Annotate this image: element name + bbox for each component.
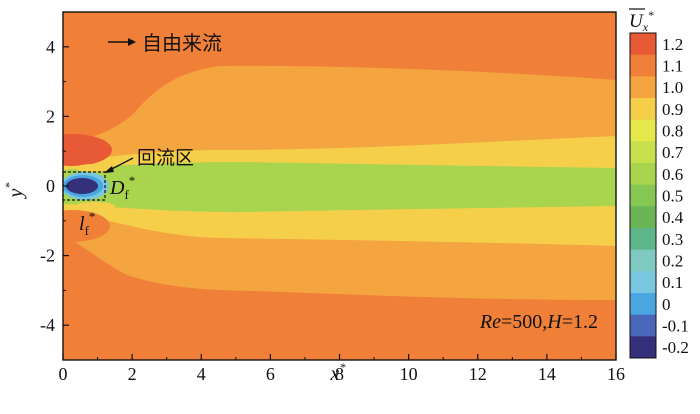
recirculation-annotation: 回流区 [104,147,194,173]
colorbar-cell [630,314,656,337]
colorbar-cell [630,228,656,251]
colorbar-label: -0.1 [662,317,689,336]
x-axis-label: x* [330,360,346,385]
colorbar-cell [630,76,656,99]
colorbar-label: 0.8 [662,122,683,141]
x-tick-label: 10 [400,364,418,384]
colorbar-cell [630,293,656,316]
colorbar-cell [630,184,656,207]
colorbar: Ux* 1.2 1.1 1.0 0.9 0.8 0.7 0.6 0.5 0.4 0.3 0.2 0.1… [629,8,689,359]
x-tick-label: 2 [128,364,137,384]
x-tick-label: 6 [266,364,275,384]
x-tick-label: 8 [335,364,344,384]
shear-layer-bottom [75,202,115,210]
colorbar-cell [630,33,656,56]
width-label: Df* [109,173,135,202]
free-stream-annotation: 自由来流 [108,31,222,55]
colorbar-label: 0 [662,295,671,314]
free-stream-label: 自由来流 [142,31,222,55]
colorbar-label: 1.0 [662,78,683,97]
colorbar-cell [630,54,656,77]
x-tick-label: 14 [538,364,556,384]
overshoot-bottom-region [63,210,110,242]
colorbar-label: 0.4 [662,208,684,227]
colorbar-cell [630,163,656,186]
free-stream-arrowhead-icon [128,38,136,46]
recirculation-label: 回流区 [137,147,194,169]
colorbar-label: 0.2 [662,252,683,271]
colorbar-title: Ux* [629,8,654,34]
colorbar-label: 0.1 [662,273,683,292]
recirculation-pointer-head-icon [104,166,114,173]
y-tick-label: 2 [46,106,55,126]
colorbar-cell [630,119,656,142]
parameters-label: Re=500,H=1.2 [479,311,598,333]
colorbar-cell [630,271,656,294]
x-axis-ticks: 0 2 4 6 8 10 12 14 16 [59,354,625,384]
colorbar-label: 0.9 [662,100,683,119]
colorbar-frame [629,32,657,359]
y-axis-ticks: -4 -2 0 2 4 [40,11,69,335]
x-tick-label: 12 [469,364,487,384]
wake-center-region [200,181,390,192]
x-tick-label: 16 [607,364,625,384]
length-label: lf* [79,209,95,238]
colorbar-cell [630,249,656,272]
y-tick-label: 4 [46,37,55,57]
y-axis-label: y* [2,183,27,200]
colorbar-cell [630,141,656,164]
colorbar-label: 1.1 [662,57,683,76]
overshoot-top-region [63,134,112,166]
colorbar-label: 0.7 [662,143,684,162]
colorbar-cell [630,206,656,229]
y-tick-label: -2 [40,246,55,266]
contour-field [63,12,616,360]
colorbar-label: -0.2 [662,338,689,357]
recirculation-core [66,178,98,194]
y-tick-label: -4 [40,315,55,335]
colorbar-cell [630,336,656,359]
x-tick-label: 4 [197,364,206,384]
y-tick-label: 0 [46,176,55,196]
colorbar-label: 0.5 [662,187,683,206]
shear-layer-top [75,164,115,172]
x-tick-label: 0 [59,364,68,384]
colorbar-label: 0.3 [662,230,683,249]
colorbar-label: 0.6 [662,165,683,184]
colorbar-label: 1.2 [662,35,683,54]
colorbar-cell [630,98,656,121]
